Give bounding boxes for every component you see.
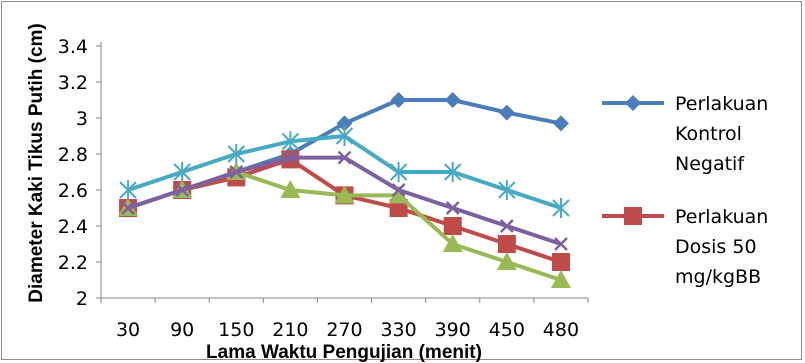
series-point (173, 162, 191, 182)
series-point (336, 115, 353, 132)
series-point (283, 150, 298, 165)
series-point (443, 217, 462, 235)
series-point (498, 180, 516, 200)
x-tick-label: 150 (218, 319, 254, 341)
series-point (498, 104, 515, 121)
x-tick-label: 330 (380, 319, 416, 341)
series-point (499, 219, 514, 233)
series-point (497, 235, 516, 253)
legend-label: mg/kgBB (675, 266, 761, 288)
y-tick-label: 2.2 (58, 252, 88, 274)
y-tick-label: 2.8 (58, 144, 88, 166)
x-tick-label: 390 (435, 319, 471, 341)
x-axis-title: Lama Waktu Pengujian (menit) (206, 342, 482, 363)
y-tick-label: 3.4 (58, 36, 88, 58)
y-axis: 2 2.2 2.4 2.6 2.8 3 3.2 3.4 (58, 36, 102, 310)
series-point (391, 183, 406, 197)
series-point (280, 180, 301, 198)
series-point (389, 162, 408, 182)
series-point (442, 234, 463, 252)
series-point (444, 162, 462, 182)
x-tick-label: 480 (543, 319, 579, 341)
y-axis-title: Diameter Kaki Tikus Putih (cm) (26, 23, 47, 302)
series-point (337, 150, 352, 165)
y-tick-label: 3 (76, 108, 88, 130)
x-axis: 30 90 150 210 270 330 390 450 480 (100, 297, 589, 341)
legend-label: Perlakuan (675, 93, 768, 115)
series-point (552, 115, 569, 132)
series-point (281, 131, 300, 152)
series-point (554, 237, 568, 251)
series-4 (121, 150, 568, 251)
y-tick-label: 2.4 (58, 216, 88, 238)
series-layer (118, 92, 571, 288)
x-tick-label: 90 (170, 319, 194, 341)
legend-label: Kontrol (675, 123, 742, 145)
y-tick-label: 2 (76, 288, 88, 310)
series-point (496, 252, 517, 270)
series-point (229, 165, 244, 179)
legend-label: Negatif (675, 153, 745, 175)
legend-swatch-marker (624, 207, 642, 225)
legend: Perlakuan Kontrol Negatif Perlakuan Dosis 50… (602, 93, 768, 288)
series-point (389, 199, 408, 217)
series-point (121, 201, 135, 215)
series-point (334, 185, 355, 204)
legend-item: Perlakuan Dosis 50 mg/kgBB (602, 206, 768, 288)
x-tick-label: 270 (326, 319, 362, 341)
x-tick-label: 450 (489, 319, 525, 341)
series-point (390, 92, 407, 108)
series-point (227, 144, 245, 164)
series-point (335, 126, 354, 146)
legend-label: Dosis 50 (675, 236, 757, 258)
y-tick-label: 2.6 (58, 180, 88, 202)
series-point (119, 180, 137, 200)
legend-item: Perlakuan Kontrol Negatif (602, 93, 768, 175)
series-point (552, 198, 570, 218)
series-point (550, 270, 571, 288)
series-point (445, 201, 460, 215)
legend-label: Perlakuan (675, 206, 768, 228)
series-point (175, 183, 190, 197)
series-point (388, 185, 409, 204)
legend-swatch-marker (625, 95, 641, 111)
y-tick-label: 3.2 (58, 72, 88, 94)
series-point (444, 92, 461, 108)
series-point (551, 253, 570, 271)
series-line (127, 157, 562, 264)
series-5 (119, 126, 570, 218)
x-tick-label: 30 (116, 319, 140, 341)
x-tick-label: 210 (272, 319, 308, 341)
